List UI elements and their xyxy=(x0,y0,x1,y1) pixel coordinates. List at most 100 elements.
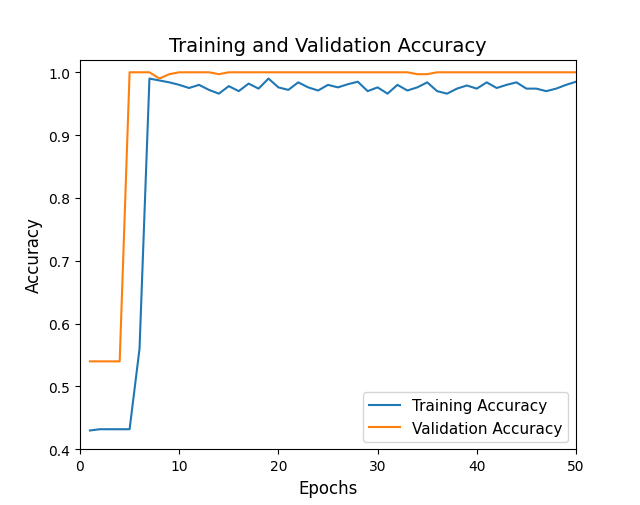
Training Accuracy xyxy=(572,79,580,85)
Training Accuracy xyxy=(284,88,292,94)
Validation Accuracy xyxy=(156,76,163,82)
Training Accuracy xyxy=(125,426,134,432)
Validation Accuracy xyxy=(195,70,203,76)
X-axis label: Epochs: Epochs xyxy=(298,479,358,496)
Validation Accuracy xyxy=(344,70,352,76)
Training Accuracy xyxy=(543,89,550,95)
Y-axis label: Accuracy: Accuracy xyxy=(25,217,43,293)
Validation Accuracy xyxy=(503,70,511,76)
Training Accuracy xyxy=(522,86,530,92)
Validation Accuracy xyxy=(433,70,441,76)
Validation Accuracy xyxy=(294,70,302,76)
Training Accuracy xyxy=(374,85,381,91)
Validation Accuracy xyxy=(255,70,262,76)
Validation Accuracy xyxy=(205,70,212,76)
Line: Validation Accuracy: Validation Accuracy xyxy=(90,73,576,362)
Validation Accuracy xyxy=(86,359,94,365)
Training Accuracy xyxy=(562,83,570,89)
Validation Accuracy xyxy=(424,72,431,78)
Validation Accuracy xyxy=(244,70,252,76)
Training Accuracy xyxy=(364,89,371,95)
Training Accuracy xyxy=(493,86,500,92)
Validation Accuracy xyxy=(413,72,421,78)
Training Accuracy xyxy=(305,85,312,91)
Validation Accuracy xyxy=(552,70,560,76)
Validation Accuracy xyxy=(404,70,412,76)
Validation Accuracy xyxy=(334,70,342,76)
Title: Training and Validation Accuracy: Training and Validation Accuracy xyxy=(169,37,487,56)
Validation Accuracy xyxy=(354,70,362,76)
Validation Accuracy xyxy=(543,70,550,76)
Validation Accuracy xyxy=(572,70,580,76)
Training Accuracy xyxy=(225,84,233,90)
Training Accuracy xyxy=(413,85,421,91)
Validation Accuracy xyxy=(374,70,381,76)
Validation Accuracy xyxy=(265,70,273,76)
Validation Accuracy xyxy=(165,72,173,78)
Validation Accuracy xyxy=(125,70,134,76)
Validation Accuracy xyxy=(305,70,312,76)
Training Accuracy xyxy=(156,78,163,84)
Training Accuracy xyxy=(116,426,124,432)
Training Accuracy xyxy=(244,81,252,87)
Training Accuracy xyxy=(146,76,154,82)
Validation Accuracy xyxy=(453,70,461,76)
Training Accuracy xyxy=(513,80,520,86)
Validation Accuracy xyxy=(106,359,114,365)
Validation Accuracy xyxy=(235,70,243,76)
Validation Accuracy xyxy=(324,70,332,76)
Training Accuracy xyxy=(433,89,441,95)
Training Accuracy xyxy=(503,83,511,89)
Legend: Training Accuracy, Validation Accuracy: Training Accuracy, Validation Accuracy xyxy=(363,392,568,442)
Validation Accuracy xyxy=(314,70,322,76)
Validation Accuracy xyxy=(493,70,500,76)
Validation Accuracy xyxy=(175,70,183,76)
Validation Accuracy xyxy=(513,70,520,76)
Training Accuracy xyxy=(205,88,212,94)
Validation Accuracy xyxy=(364,70,371,76)
Validation Accuracy xyxy=(284,70,292,76)
Training Accuracy xyxy=(136,346,143,352)
Training Accuracy xyxy=(473,86,481,92)
Training Accuracy xyxy=(404,88,412,94)
Training Accuracy xyxy=(235,89,243,95)
Training Accuracy xyxy=(334,85,342,91)
Training Accuracy xyxy=(265,76,273,82)
Training Accuracy xyxy=(354,79,362,85)
Validation Accuracy xyxy=(463,70,471,76)
Training Accuracy xyxy=(106,426,114,432)
Training Accuracy xyxy=(463,83,471,89)
Validation Accuracy xyxy=(186,70,193,76)
Training Accuracy xyxy=(552,86,560,92)
Training Accuracy xyxy=(314,88,322,94)
Training Accuracy xyxy=(96,426,104,432)
Training Accuracy xyxy=(275,85,282,91)
Validation Accuracy xyxy=(215,72,223,78)
Validation Accuracy xyxy=(532,70,540,76)
Validation Accuracy xyxy=(136,70,143,76)
Validation Accuracy xyxy=(275,70,282,76)
Training Accuracy xyxy=(175,83,183,89)
Training Accuracy xyxy=(444,91,451,97)
Validation Accuracy xyxy=(522,70,530,76)
Training Accuracy xyxy=(86,428,94,434)
Training Accuracy xyxy=(384,91,392,97)
Validation Accuracy xyxy=(394,70,401,76)
Training Accuracy xyxy=(424,80,431,86)
Training Accuracy xyxy=(215,91,223,97)
Training Accuracy xyxy=(453,86,461,92)
Validation Accuracy xyxy=(444,70,451,76)
Training Accuracy xyxy=(532,86,540,92)
Validation Accuracy xyxy=(96,359,104,365)
Validation Accuracy xyxy=(384,70,392,76)
Validation Accuracy xyxy=(116,359,124,365)
Training Accuracy xyxy=(195,83,203,89)
Training Accuracy xyxy=(483,80,490,86)
Validation Accuracy xyxy=(562,70,570,76)
Validation Accuracy xyxy=(225,70,233,76)
Training Accuracy xyxy=(324,83,332,89)
Training Accuracy xyxy=(394,83,401,89)
Training Accuracy xyxy=(165,80,173,86)
Validation Accuracy xyxy=(146,70,154,76)
Validation Accuracy xyxy=(473,70,481,76)
